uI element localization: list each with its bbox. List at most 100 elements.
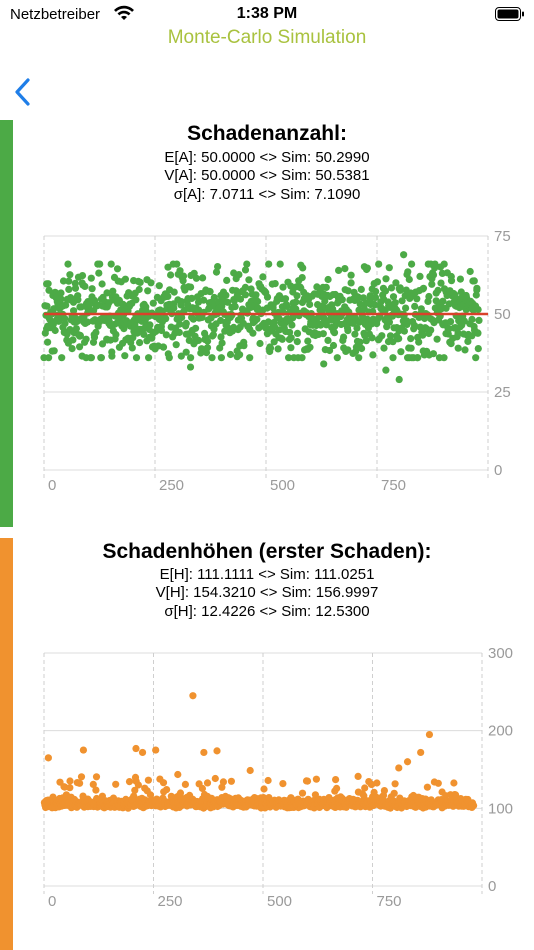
data-point xyxy=(241,266,250,274)
data-point xyxy=(391,780,399,788)
data-point xyxy=(425,292,433,301)
data-point xyxy=(380,787,388,795)
data-point xyxy=(96,260,104,268)
data-point xyxy=(175,328,183,336)
data-point xyxy=(66,777,74,785)
data-point xyxy=(312,775,320,783)
data-point xyxy=(77,773,86,781)
data-point xyxy=(292,298,300,306)
data-point xyxy=(454,344,462,352)
data-point xyxy=(70,307,78,315)
data-point xyxy=(97,354,105,362)
data-point xyxy=(136,339,144,347)
data-point xyxy=(164,292,172,300)
data-point xyxy=(74,296,82,304)
data-point xyxy=(354,772,362,780)
data-point xyxy=(298,354,306,362)
data-point xyxy=(474,345,482,353)
data-point xyxy=(182,348,190,356)
data-point xyxy=(177,352,185,360)
data-point xyxy=(405,275,413,284)
data-point xyxy=(395,335,403,343)
data-point xyxy=(77,303,85,311)
data-point xyxy=(66,784,74,792)
data-point xyxy=(204,337,212,345)
data-point xyxy=(372,293,380,302)
y-tick-label: 200 xyxy=(488,723,513,740)
data-point xyxy=(64,260,72,268)
data-point xyxy=(103,289,111,297)
data-point xyxy=(279,780,287,788)
data-point xyxy=(241,283,249,291)
data-point xyxy=(472,354,480,362)
data-point xyxy=(167,792,175,800)
data-point xyxy=(359,294,367,302)
data-point xyxy=(144,287,152,295)
data-point xyxy=(176,267,184,275)
data-point xyxy=(45,354,53,362)
data-point xyxy=(447,318,455,326)
data-point xyxy=(43,302,51,310)
data-point xyxy=(65,277,73,285)
data-point xyxy=(45,286,53,294)
data-point xyxy=(329,341,338,350)
data-point xyxy=(413,295,421,303)
chevron-left-icon[interactable] xyxy=(10,74,40,110)
data-point xyxy=(353,324,361,332)
data-point xyxy=(439,297,447,305)
data-point xyxy=(50,305,58,313)
data-point xyxy=(321,297,329,305)
data-point xyxy=(203,779,212,787)
data-point xyxy=(362,337,370,345)
data-point xyxy=(278,335,286,343)
data-point xyxy=(423,783,431,791)
data-point xyxy=(411,321,419,330)
data-point xyxy=(241,291,250,299)
data-point xyxy=(107,260,115,268)
data-point xyxy=(447,272,455,281)
data-point xyxy=(199,274,207,282)
data-point xyxy=(78,272,87,280)
data-point xyxy=(134,781,142,789)
data-point xyxy=(281,295,290,303)
data-point xyxy=(380,344,388,352)
data-point xyxy=(98,280,106,288)
data-point xyxy=(419,331,427,339)
data-point xyxy=(164,263,172,271)
data-point xyxy=(44,338,52,346)
data-point xyxy=(363,315,371,323)
data-point xyxy=(293,329,302,337)
data-point xyxy=(226,350,235,359)
data-point xyxy=(209,331,217,339)
data-point xyxy=(149,299,157,307)
data-point xyxy=(369,351,377,359)
data-point xyxy=(347,279,355,287)
data-point xyxy=(59,277,68,285)
data-point xyxy=(440,354,448,362)
data-point xyxy=(95,269,103,277)
data-point xyxy=(351,330,359,338)
stat-expectation-a: E[A]: 50.0000 <> Sim: 50.2990 xyxy=(164,149,370,166)
data-point xyxy=(58,354,66,362)
data-point xyxy=(474,306,482,314)
data-point xyxy=(381,287,390,295)
scatter-points xyxy=(40,251,483,384)
data-point xyxy=(429,271,438,279)
data-point xyxy=(304,337,312,345)
x-tick-label: 0 xyxy=(48,893,56,910)
data-point xyxy=(167,271,175,279)
x-tick-label: 750 xyxy=(381,477,406,494)
data-point xyxy=(132,744,140,753)
data-point xyxy=(400,327,408,335)
data-point xyxy=(65,285,73,293)
x-tick-label: 250 xyxy=(159,477,184,494)
data-point xyxy=(382,275,390,283)
data-point xyxy=(87,274,95,282)
data-point xyxy=(306,300,314,309)
data-point xyxy=(456,275,464,283)
data-point xyxy=(187,354,195,362)
data-point xyxy=(72,325,80,333)
data-point xyxy=(286,328,294,336)
data-point xyxy=(44,280,52,288)
data-point xyxy=(177,298,185,306)
